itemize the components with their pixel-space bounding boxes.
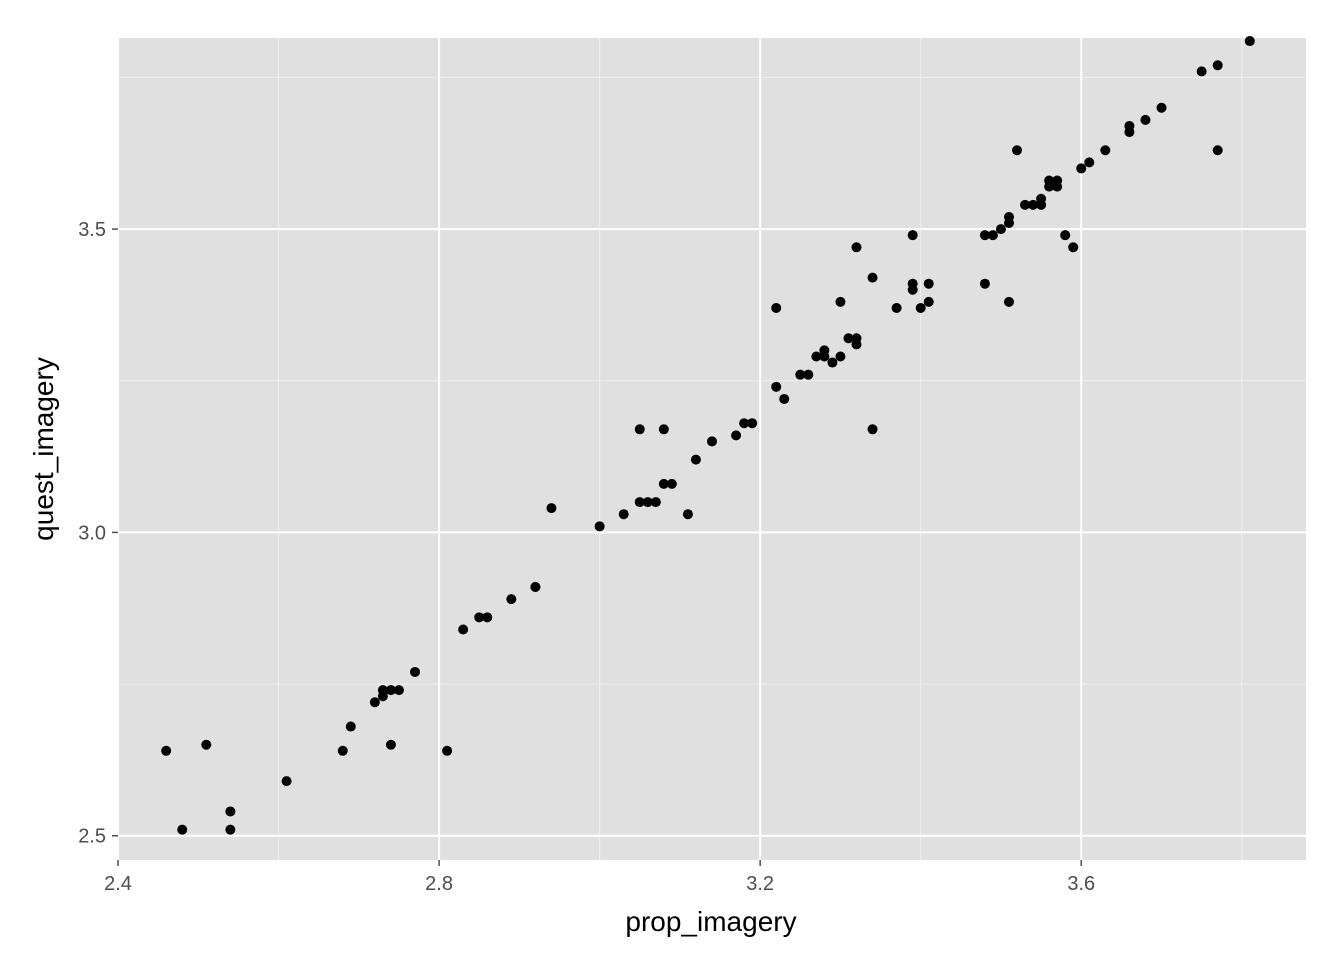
plot-panel — [118, 38, 1306, 860]
y-tick-label: 2.5 — [78, 826, 106, 848]
data-point — [410, 666, 420, 677]
data-point — [1052, 175, 1063, 186]
data-point — [771, 381, 782, 392]
data-point — [739, 418, 750, 429]
y-tick-label: 3.0 — [78, 522, 106, 544]
data-point — [907, 278, 918, 289]
data-point — [650, 497, 661, 508]
data-point — [177, 824, 188, 835]
data-point — [707, 436, 717, 447]
data-point — [915, 302, 926, 313]
data-point — [658, 478, 669, 489]
data-point — [225, 824, 236, 835]
x-axis-title: prop_imagery — [625, 906, 796, 937]
data-point — [1020, 199, 1031, 210]
data-point — [1012, 145, 1023, 156]
data-point — [642, 497, 653, 508]
x-axis-ticks: 2.4 2.8 3.2 3.6 — [104, 860, 1095, 895]
x-tick-label: 2.8 — [425, 873, 453, 895]
data-point — [458, 624, 469, 635]
data-point — [819, 351, 830, 362]
x-tick-label: 2.4 — [104, 873, 132, 895]
data-point — [161, 745, 172, 756]
data-point — [851, 242, 862, 253]
x-tick-label: 3.2 — [746, 873, 774, 895]
data-point — [682, 509, 693, 520]
data-point — [827, 357, 838, 368]
data-point — [385, 685, 396, 696]
data-point — [747, 418, 758, 429]
data-point — [482, 612, 493, 623]
data-point — [1196, 66, 1207, 77]
data-point — [1212, 145, 1223, 156]
minor-gridlines — [118, 38, 1306, 860]
y-axis-title: quest_imagery — [28, 357, 59, 541]
data-point — [995, 224, 1006, 235]
data-point — [987, 230, 998, 241]
data-point — [1068, 242, 1079, 253]
data-point — [731, 430, 742, 441]
data-point — [393, 685, 404, 696]
data-point — [907, 230, 918, 241]
data-points — [161, 36, 1255, 835]
data-point — [843, 333, 854, 344]
data-point — [1140, 114, 1151, 125]
data-point — [979, 278, 990, 289]
data-point — [546, 503, 557, 514]
data-point — [835, 296, 846, 307]
data-point — [1156, 102, 1167, 113]
data-point — [281, 776, 292, 787]
data-point — [690, 454, 701, 465]
data-point — [345, 721, 356, 732]
data-point — [779, 393, 790, 404]
data-point — [1036, 199, 1047, 210]
data-point — [530, 582, 541, 593]
data-point — [474, 612, 485, 623]
data-point — [835, 351, 846, 362]
data-point — [923, 296, 934, 307]
data-point — [891, 302, 902, 313]
data-point — [1244, 36, 1255, 47]
data-point — [979, 230, 990, 241]
major-gridlines — [117, 38, 1306, 860]
data-point — [867, 424, 878, 435]
data-point — [803, 369, 814, 380]
data-point — [1060, 230, 1071, 241]
data-point — [795, 369, 806, 380]
data-point — [867, 272, 878, 283]
data-point — [225, 806, 236, 817]
data-point — [1004, 296, 1014, 307]
data-point — [506, 594, 517, 605]
data-point — [1044, 175, 1055, 186]
data-point — [201, 739, 212, 750]
data-point — [923, 278, 934, 289]
data-point — [369, 697, 380, 708]
y-tick-label: 3.5 — [78, 219, 106, 241]
data-point — [442, 745, 453, 756]
data-point — [385, 739, 396, 750]
data-point — [1076, 163, 1087, 174]
data-point — [337, 745, 348, 756]
y-axis-ticks: 2.5 3.0 3.5 — [78, 219, 118, 848]
data-point — [1004, 211, 1014, 222]
data-point — [377, 685, 388, 696]
data-point — [1028, 199, 1039, 210]
data-point — [634, 424, 645, 435]
data-point — [811, 351, 822, 362]
data-point — [1124, 120, 1135, 131]
data-point — [1084, 157, 1095, 168]
data-point — [658, 424, 669, 435]
data-point — [771, 302, 782, 313]
data-point — [666, 478, 677, 489]
data-point — [851, 333, 862, 344]
data-point — [618, 509, 629, 520]
data-point — [1212, 60, 1223, 71]
x-tick-label: 3.6 — [1067, 873, 1095, 895]
data-point — [594, 521, 605, 532]
data-point — [1100, 145, 1111, 156]
data-point — [634, 497, 645, 508]
